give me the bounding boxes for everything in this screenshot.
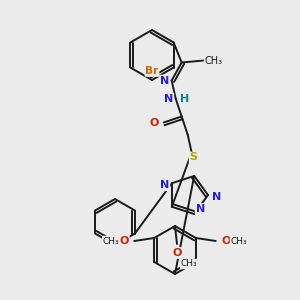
Text: O: O — [119, 236, 129, 246]
Text: CH₃: CH₃ — [181, 260, 197, 268]
Text: H: H — [180, 94, 189, 103]
Text: N: N — [212, 192, 222, 202]
Text: CH₃: CH₃ — [230, 236, 247, 245]
Text: O: O — [172, 248, 182, 258]
Text: O: O — [221, 236, 230, 246]
Text: N: N — [160, 76, 169, 85]
Text: N: N — [164, 94, 173, 103]
Text: S: S — [190, 152, 198, 163]
Text: N: N — [196, 204, 205, 214]
Text: N: N — [160, 180, 170, 190]
Text: O: O — [150, 118, 159, 128]
Text: CH₃: CH₃ — [205, 56, 223, 65]
Text: Br: Br — [146, 66, 159, 76]
Text: CH₃: CH₃ — [103, 236, 119, 245]
